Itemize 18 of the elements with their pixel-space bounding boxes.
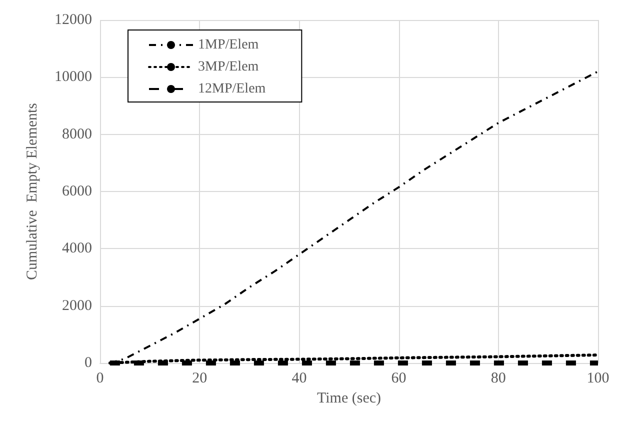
x-axis-title: Time (sec) xyxy=(316,390,382,406)
x-tick-label: 20 xyxy=(192,370,208,386)
x-tick-label: 80 xyxy=(490,370,506,386)
legend-label: 12MP/Elem xyxy=(198,82,266,96)
y-tick-label: 4000 xyxy=(62,240,92,257)
y-tick-label: 12000 xyxy=(54,12,92,28)
y-tick-label: 2000 xyxy=(62,298,92,314)
x-tick-label: 60 xyxy=(391,370,406,386)
legend-label: 3MP/Elem xyxy=(198,60,259,74)
y-tick-label: 0 xyxy=(84,355,92,371)
y-tick-label: 6000 xyxy=(62,184,92,200)
y-tick-label: 8000 xyxy=(62,126,92,142)
legend-label: 1MP/Elem xyxy=(198,38,259,52)
x-tick-label: 0 xyxy=(96,370,104,386)
y-axis-title: Cumulative Empty Elements xyxy=(24,102,40,280)
x-tick-label: 40 xyxy=(292,370,307,386)
y-tick-label: 10000 xyxy=(54,69,92,86)
x-tick-label: 100 xyxy=(586,370,610,386)
